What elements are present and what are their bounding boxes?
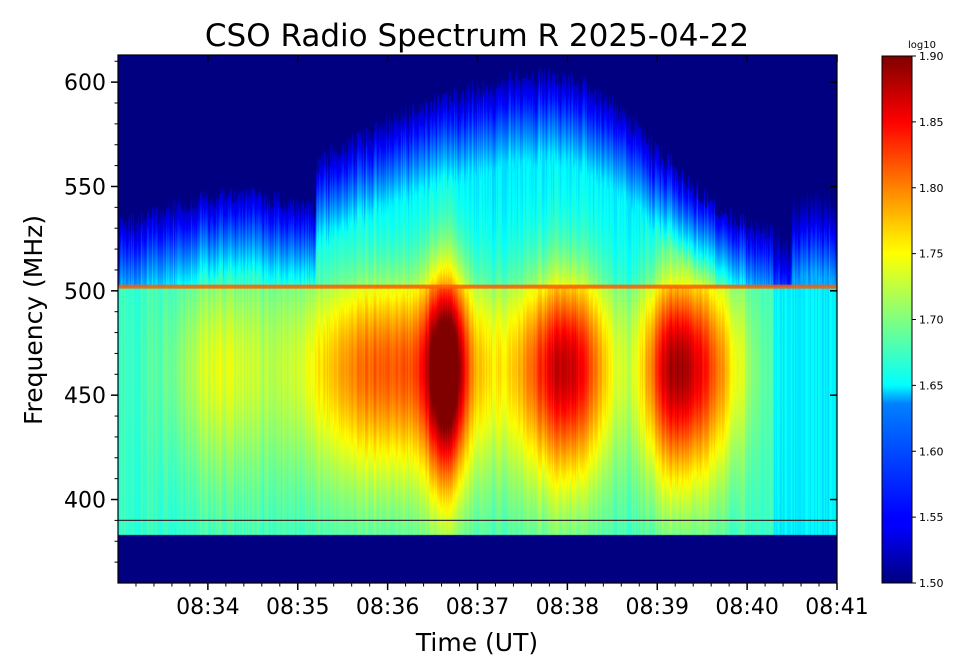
colorbar-tick-label: 1.60 <box>919 445 944 458</box>
x-tick-label: 08:41 <box>805 595 868 620</box>
x-tick-label: 08:39 <box>626 595 689 620</box>
colorbar-tick-label: 1.75 <box>919 248 944 261</box>
colorbar-tick-label: 1.80 <box>919 182 944 195</box>
colorbar-gradient <box>881 55 913 584</box>
spectral-lines <box>118 284 837 521</box>
colorbar: log10 1.501.551.601.651.701.751.801.851.… <box>881 40 944 590</box>
x-tick-label: 08:34 <box>176 595 239 620</box>
colorbar-tick-label: 1.55 <box>919 511 944 524</box>
colorbar-tick-label: 1.50 <box>919 577 944 590</box>
y-tick-label: 600 <box>64 71 106 96</box>
rfi-line-502 <box>118 284 837 289</box>
colorbar-tick-label: 1.90 <box>919 50 944 63</box>
colorbar-label: log10 <box>908 40 936 51</box>
x-tick-label: 08:37 <box>446 595 509 620</box>
y-tick-label: 500 <box>64 280 106 305</box>
y-tick-label: 450 <box>64 384 106 409</box>
x-tick-label: 08:40 <box>715 595 778 620</box>
colorbar-tick-label: 1.70 <box>919 314 944 327</box>
colorbar-tick-label: 1.65 <box>919 379 944 392</box>
x-tick-label: 08:36 <box>356 595 419 620</box>
x-tick-label: 08:38 <box>536 595 599 620</box>
y-tick-label: 400 <box>64 489 106 514</box>
plot-area <box>117 54 838 584</box>
y-axis: 400 450 500 550 600 <box>64 60 837 563</box>
colorbar-ticks: 1.50 1.55 1.60 1.65 1.70 1.75 1.80 1.85 1.90 <box>912 50 944 590</box>
x-axis: 08:34 08:35 08:36 08:37 08:38 08:39 08:40 08:41 <box>135 55 869 620</box>
chart-title: CSO Radio Spectrum R 2025-04-22 <box>205 18 749 54</box>
colorbar-tick-label: 1.85 <box>919 116 944 129</box>
y-axis-label: Frequency (MHz) <box>19 215 48 425</box>
y-tick-label: 550 <box>64 175 106 200</box>
spectrogram-image <box>118 55 837 583</box>
x-tick-label: 08:35 <box>266 595 329 620</box>
x-axis-label: Time (UT) <box>415 628 538 657</box>
